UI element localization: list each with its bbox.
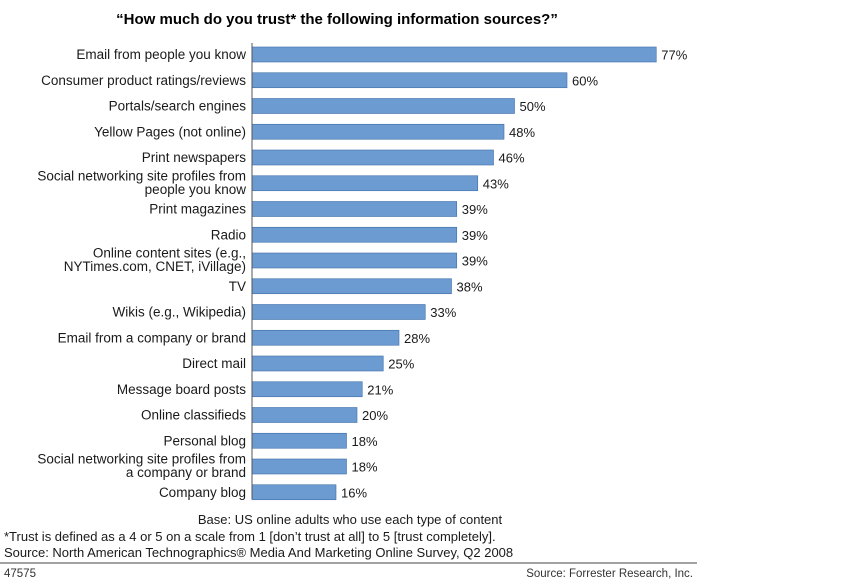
value-label: 18%: [352, 460, 378, 475]
bar-row: Print magazines 39%: [149, 201, 488, 217]
bar: [251, 149, 494, 166]
chart-title: “How much do you trust* the following in…: [116, 11, 558, 28]
bar-row: Email from people you know 77%: [76, 46, 688, 63]
value-label: 28%: [404, 331, 430, 346]
value-label: 39%: [462, 228, 488, 243]
category-label: Online content sites (e.g., NYTimes.com, …: [64, 246, 246, 275]
bar-row: Online classifieds 20%: [141, 407, 388, 423]
category-label: Personal blog: [163, 433, 246, 448]
value-label: 33%: [430, 305, 456, 320]
bar-row: Wikis (e.g., Wikipedia) 33%: [112, 304, 457, 320]
value-label: 46%: [499, 151, 525, 166]
trust-definition-note: *Trust is defined as a 4 or 5 on a scale…: [4, 529, 496, 544]
bar: [251, 432, 347, 449]
value-label: 48%: [509, 125, 535, 140]
category-label: Direct mail: [182, 356, 246, 371]
value-label: 77%: [661, 48, 687, 63]
bar-row: Social networking site profiles from peop…: [37, 168, 509, 197]
category-label: TV: [229, 279, 246, 294]
bar-row: Personal blog 18%: [163, 432, 378, 449]
bar-row: Direct mail 25%: [182, 355, 415, 372]
value-label: 43%: [483, 176, 509, 191]
category-label-line: people you know: [145, 182, 247, 197]
bar: [251, 175, 479, 192]
category-label: Company blog: [159, 485, 246, 500]
category-label: Online classifieds: [141, 408, 246, 423]
bar-row: Consumer product ratings/reviews 60%: [41, 72, 598, 89]
value-label: 39%: [462, 254, 488, 269]
category-label: Yellow Pages (not online): [94, 124, 246, 139]
bar: [251, 381, 363, 398]
figure-id: 47575: [4, 568, 36, 580]
bar: [251, 304, 426, 320]
bar: [251, 98, 515, 114]
bar-row: Social networking site profiles from a co…: [37, 452, 378, 481]
bar-row: Yellow Pages (not online) 48%: [94, 123, 535, 140]
value-label: 16%: [341, 485, 367, 500]
value-label: 25%: [388, 357, 414, 372]
bar: [251, 46, 657, 63]
bar: [251, 72, 568, 89]
value-label: 18%: [352, 434, 378, 449]
category-label: Wikis (e.g., Wikipedia): [112, 305, 246, 320]
category-label-line: NYTimes.com, CNET, iVillage): [64, 259, 246, 274]
survey-source-note: Source: North American Technographics® M…: [4, 545, 513, 560]
category-label: Email from a company or brand: [58, 330, 246, 345]
category-label-line: Online content sites (e.g.,: [93, 246, 246, 261]
footer-source: Source: Forrester Research, Inc.: [526, 568, 693, 580]
value-label: 60%: [572, 73, 598, 88]
bar: [251, 484, 337, 501]
bar: [251, 329, 400, 346]
value-label: 21%: [367, 382, 393, 397]
category-label: Message board posts: [117, 382, 246, 397]
bar: [251, 226, 458, 243]
value-label: 50%: [520, 99, 546, 114]
category-label: Social networking site profiles from a co…: [37, 452, 246, 481]
bar: [251, 458, 347, 475]
category-label-line: Social networking site profiles from: [37, 452, 246, 467]
category-label: Print newspapers: [142, 150, 247, 165]
category-label: Consumer product ratings/reviews: [41, 73, 246, 88]
bar-row: TV 38%: [229, 278, 483, 295]
category-label: Social networking site profiles from peop…: [37, 168, 246, 197]
value-label: 20%: [362, 408, 388, 423]
bar-row: Message board posts 21%: [117, 381, 394, 398]
bar: [251, 252, 458, 269]
bar-row: Email from a company or brand 28%: [58, 329, 430, 346]
bar: [251, 407, 358, 423]
bar: [251, 201, 458, 217]
value-label: 39%: [462, 202, 488, 217]
bars-group: Email from people you know 77% Consumer pr…: [37, 46, 688, 501]
category-label: Portals/search engines: [109, 99, 247, 114]
category-label-line: Social networking site profiles from: [37, 168, 246, 183]
bar-row: Print newspapers 46%: [142, 149, 525, 166]
value-label: 38%: [457, 279, 483, 294]
category-label-line: a company or brand: [126, 465, 246, 480]
category-label: Email from people you know: [76, 47, 246, 62]
bar-row: Portals/search engines 50%: [109, 98, 546, 114]
category-label: Print magazines: [149, 202, 246, 217]
bar-row: Online content sites (e.g., NYTimes.com, …: [64, 246, 489, 275]
base-note: Base: US online adults who use each type…: [198, 512, 503, 527]
bar: [251, 355, 384, 372]
bar: [251, 278, 452, 295]
bar: [251, 123, 505, 140]
category-label: Radio: [211, 227, 246, 242]
bar-row: Company blog 16%: [159, 484, 367, 501]
